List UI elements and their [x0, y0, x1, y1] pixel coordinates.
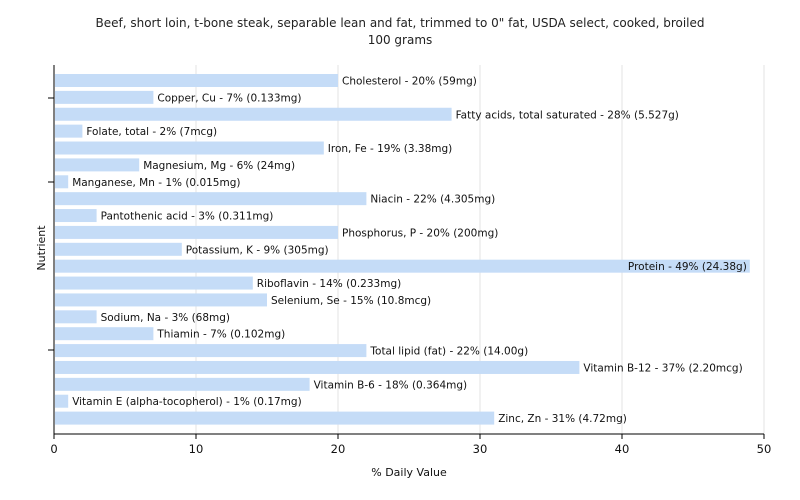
bar [55, 107, 452, 121]
bar [55, 158, 140, 172]
bar [55, 124, 83, 138]
axes-group [48, 65, 764, 435]
x-tick-labels: 0 10 20 30 40 50 [50, 434, 771, 456]
bar-label: Copper, Cu - 7% (0.133mg) [157, 92, 301, 104]
bar-label: Riboflavin - 14% (0.233mg) [257, 278, 401, 290]
y-axis-label: Nutrient [35, 225, 48, 271]
x-tick-label: 40 [615, 442, 630, 456]
bar [55, 90, 154, 104]
bar-label: Cholesterol - 20% (59mg) [342, 76, 477, 88]
bar [55, 276, 253, 290]
bar-label: Potassium, K - 9% (305mg) [186, 244, 329, 256]
bar [55, 344, 367, 358]
bar [55, 225, 338, 239]
bar-label: Total lipid (fat) - 22% (14.00g) [369, 346, 528, 358]
bar-label: Phosphorus, P - 20% (200mg) [342, 227, 498, 239]
bar-label: Selenium, Se - 15% (10.8mcg) [271, 295, 431, 307]
bar [55, 242, 182, 256]
x-tick-label: 0 [50, 442, 57, 456]
bar [55, 192, 367, 206]
x-tick-label: 50 [757, 442, 772, 456]
bar-label: Thiamin - 7% (0.102mg) [156, 329, 285, 341]
bar-label: Iron, Fe - 19% (3.38mg) [328, 143, 452, 155]
bars-group: Cholesterol - 20% (59mg) Copper, Cu - 7% … [55, 74, 750, 425]
chart-title: Beef, short loin, t-bone steak, separabl… [95, 16, 704, 30]
x-axis-label: % Daily Value [371, 466, 447, 479]
bar-label: Vitamin B-6 - 18% (0.364mg) [314, 379, 468, 391]
bar [55, 411, 495, 425]
bar [55, 327, 154, 341]
x-tick-label: 30 [473, 442, 488, 456]
bar [55, 259, 750, 273]
bar-label: Fatty acids, total saturated - 28% (5.52… [456, 109, 679, 121]
bar [55, 377, 310, 391]
bar-label: Zinc, Zn - 31% (4.72mg) [498, 413, 627, 425]
x-tick-label: 20 [331, 442, 346, 456]
bar-label: Niacin - 22% (4.305mg) [370, 194, 495, 206]
bar [55, 293, 267, 307]
bar [55, 175, 69, 189]
bar-label: Sodium, Na - 3% (68mg) [101, 312, 230, 324]
bar-label: Vitamin E (alpha-tocopherol) - 1% (0.17m… [72, 396, 302, 408]
bar-label: Manganese, Mn - 1% (0.015mg) [72, 177, 240, 189]
bar [55, 360, 580, 374]
bar [55, 141, 324, 155]
bar-label: Pantothenic acid - 3% (0.311mg) [101, 211, 274, 223]
bar-label: Magnesium, Mg - 6% (24mg) [143, 160, 295, 172]
bar [55, 74, 338, 87]
bar [55, 209, 97, 223]
chart-subtitle: 100 grams [368, 33, 433, 47]
x-tick-label: 10 [189, 442, 204, 456]
bar-label: Folate, total - 2% (7mcg) [86, 126, 217, 138]
bar-label: Protein - 49% (24.38g) [628, 261, 747, 273]
bar [55, 310, 97, 324]
bar-label: Vitamin B-12 - 37% (2.20mcg) [583, 362, 742, 374]
bar [55, 394, 69, 408]
